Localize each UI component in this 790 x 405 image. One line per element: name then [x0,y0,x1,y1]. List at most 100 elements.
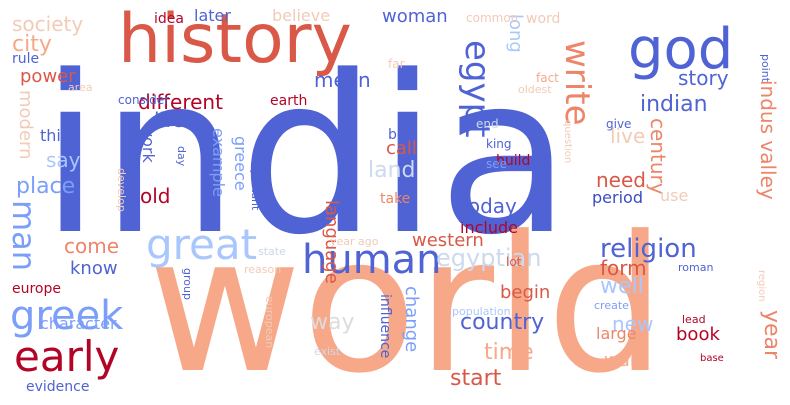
word-live: live [610,124,646,148]
word-man: man [5,200,43,272]
word-idea: idea [154,11,184,27]
word-example: example [209,128,228,197]
word-different: different [138,90,223,114]
word-see: see [486,157,508,171]
word-world: world [148,196,666,405]
word-build: build [496,153,531,169]
word-old: old [140,184,171,208]
word-indian: indian [640,92,708,117]
word-well: well [600,274,644,299]
word-fact: fact [536,71,559,85]
word-include: include [460,218,518,237]
word-year-ago: year ago [330,235,379,248]
word-egypt: egypt [457,40,497,138]
word-new: new [612,312,654,336]
word-history: history [118,0,352,79]
word-language: language [321,200,342,284]
word-begin: begin [500,282,551,303]
word-power: power [20,66,76,87]
word-point: point [759,54,772,83]
word-today: today [460,194,517,218]
word-lot: lot [506,255,522,269]
word-western: western [412,230,484,251]
word-take: take [380,191,411,207]
word-important: important [249,156,262,211]
word-period: period [592,188,643,207]
word-european: european [263,296,276,349]
word-call: call [386,138,417,159]
word-time: time [484,340,534,365]
word-common: common [466,11,519,25]
word-indus-valley: indus valley [756,80,780,200]
word-need: need [596,168,646,192]
word-great: great [146,220,258,269]
word-day: day [175,146,188,167]
word-group: group [181,268,194,300]
word-know: know [70,258,118,279]
word-egyptian: egyptian [436,244,542,272]
word-word: word [526,11,561,27]
word-state: state [258,245,286,258]
word-say: say [46,148,81,172]
word-influence: influence [377,294,393,359]
word-far: far [388,57,405,71]
word-book: book [676,324,720,345]
word-early: early [14,332,120,381]
word-give: give [606,117,632,131]
word-long: long [505,14,526,53]
word-exist: exist [314,345,341,358]
word-later: later [194,6,231,25]
word-form: form [600,256,647,280]
word-work: work [139,124,158,163]
word-india: india [40,30,572,283]
word-reason: reason [244,263,282,276]
word-place: place [16,174,76,199]
word-write: write [557,40,597,126]
word-end: end [476,117,499,131]
word-region: region [756,270,767,302]
word-start: start [450,366,502,391]
word-year: year [759,310,784,360]
word-thing: thing [40,126,82,145]
word-greek: greek [10,293,124,339]
word-use: use [660,186,689,205]
word-population: population [452,305,511,318]
word-roman: roman [678,261,714,274]
word-king: king [486,137,512,151]
word-way: way [310,310,355,335]
word-century: century [646,118,670,195]
word-life: life [154,108,185,132]
word-develop: develop [115,168,128,212]
word-large: large [596,324,637,343]
word-rule: rule [12,51,40,67]
word-believe: believe [272,6,331,25]
word-city: city [12,32,52,57]
word-evidence: evidence [26,379,90,395]
word-big: big [458,211,477,225]
word-modern: modern [15,90,36,160]
word-europe: europe [12,281,61,297]
word-lead: lead [682,313,706,326]
word-human: human [302,237,442,283]
word-greece: greece [231,136,250,191]
word-woman: woman [382,6,448,27]
word-base: base [700,353,724,364]
word-bc: bc [388,127,405,143]
word-story: story [678,66,729,90]
word-create: create [594,299,629,312]
word-change: change [401,286,422,353]
word-religion: religion [600,234,697,264]
word-question: question [562,120,573,164]
word-society: society [12,12,84,36]
word-country: country [460,310,545,335]
word-oldest: oldest [518,83,552,96]
word-mean: mean [314,68,371,92]
word-character: character [40,314,117,333]
word-consider: consider [118,93,170,107]
word-area: area [68,81,93,94]
word-god: god [628,17,734,82]
word-come: come [64,234,120,258]
word-land: land [368,158,416,183]
word-earth: earth [270,93,308,109]
